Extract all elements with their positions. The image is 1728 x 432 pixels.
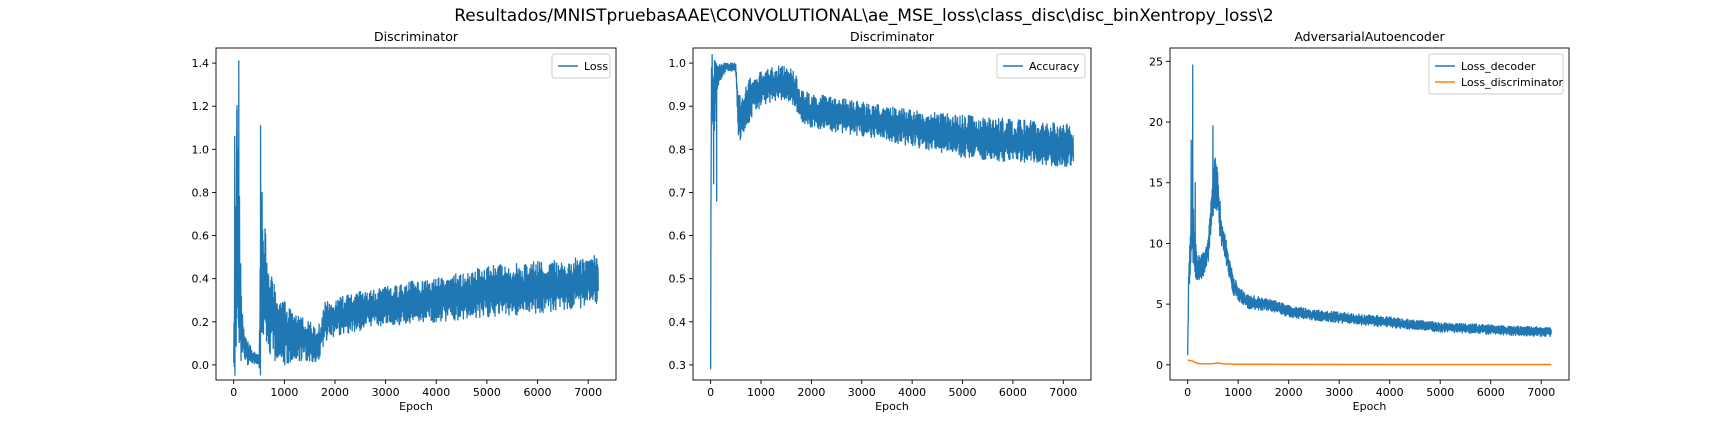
x-tick-label: 6000 — [999, 386, 1027, 399]
legend-label: Accuracy — [1029, 60, 1080, 73]
y-tick-label: 25 — [1149, 55, 1163, 68]
plot-area — [1187, 64, 1552, 366]
y-tick-label: 1.4 — [192, 57, 210, 70]
x-axis-label: Epoch — [399, 400, 433, 413]
x-axis-label: Epoch — [875, 400, 909, 413]
x-tick-label: 6000 — [1477, 386, 1505, 399]
series-line-accuracy — [709, 54, 1075, 370]
y-tick-label: 0.8 — [669, 143, 687, 156]
legend: Loss_decoder Loss_discriminator — [1428, 53, 1564, 95]
x-tick-label: 1000 — [747, 386, 775, 399]
x-tick-label: 4000 — [422, 386, 450, 399]
legend-label: Loss_discriminator — [1461, 76, 1564, 89]
x-axis-label: Epoch — [1353, 400, 1387, 413]
y-tick-label: 5 — [1156, 298, 1163, 311]
x-tick-label: 7000 — [1049, 386, 1077, 399]
legend: Loss — [551, 53, 611, 79]
x-tick-label: 2000 — [1275, 386, 1303, 399]
x-tick-label: 2000 — [321, 386, 349, 399]
y-tick-label: 0.5 — [669, 273, 687, 286]
y-tick-label: 10 — [1149, 237, 1163, 250]
x-tick-label: 5000 — [1426, 386, 1454, 399]
x-tick-label: 0 — [230, 386, 237, 399]
y-tick-label: 1.2 — [192, 100, 210, 113]
legend: Accuracy — [996, 53, 1086, 79]
chart-title: Discriminator — [374, 29, 459, 44]
y-tick-label: 0.6 — [669, 230, 687, 243]
x-tick-label: 5000 — [473, 386, 501, 399]
x-tick-label: 2000 — [797, 386, 825, 399]
y-tick-label: 0.6 — [192, 230, 210, 243]
legend-box — [551, 53, 611, 79]
y-tick-label: 0.0 — [192, 359, 210, 372]
y-tick-label: 0 — [1156, 359, 1163, 372]
plot-area — [233, 60, 599, 376]
axes-frame — [215, 47, 617, 381]
y-tick-label: 15 — [1149, 177, 1163, 190]
legend-box — [996, 53, 1086, 79]
y-tick-label: 1.0 — [669, 57, 687, 70]
series-line-loss-discriminator — [1187, 359, 1552, 366]
y-tick-label: 1.0 — [192, 143, 210, 156]
chart-title: Discriminator — [850, 29, 935, 44]
x-tick-label: 3000 — [372, 386, 400, 399]
x-tick-label: 1000 — [1224, 386, 1252, 399]
x-tick-label: 0 — [707, 386, 714, 399]
x-tick-label: 7000 — [1527, 386, 1555, 399]
chart-title: AdversarialAutoencoder — [1294, 29, 1445, 44]
legend-box — [1428, 53, 1564, 95]
x-tick-label: 6000 — [524, 386, 552, 399]
x-tick-label: 7000 — [574, 386, 602, 399]
axes-frame — [692, 47, 1092, 381]
x-tick-label: 0 — [1184, 386, 1191, 399]
x-tick-label: 4000 — [898, 386, 926, 399]
chart-panel-1: 0 1000 2000 3000 4000 5000 6000 7000 0.0 0.2 0.4 0.… — [192, 29, 617, 413]
x-tick-label: 3000 — [1325, 386, 1353, 399]
x-tick-label: 4000 — [1376, 386, 1404, 399]
axes-frame — [1169, 47, 1570, 381]
y-tick-label: 0.7 — [669, 186, 687, 199]
y-tick-label: 20 — [1149, 116, 1163, 129]
series-line-loss — [233, 60, 599, 376]
legend-label: Loss — [584, 60, 608, 73]
y-tick-label: 0.4 — [192, 273, 210, 286]
y-tick-label: 0.4 — [669, 316, 687, 329]
y-tick-label: 0.9 — [669, 100, 687, 113]
y-tick-label: 0.3 — [669, 359, 687, 372]
y-tick-label: 0.8 — [192, 186, 210, 199]
chart-panel-2: 0 1000 2000 3000 4000 5000 6000 7000 0.3 0.4 0.5 0.… — [669, 29, 1092, 413]
legend-label: Loss_decoder — [1461, 60, 1536, 73]
figure-suptitle: Resultados/MNISTpruebasAAE\CONVOLUTIONAL… — [454, 6, 1274, 26]
chart-panel-3: 0 1000 2000 3000 4000 5000 6000 7000 0 5 10 15 20 25 A… — [1149, 29, 1570, 413]
plot-area — [709, 54, 1075, 370]
x-tick-label: 5000 — [949, 386, 977, 399]
x-tick-label: 3000 — [848, 386, 876, 399]
series-line-loss-decoder — [1187, 64, 1552, 356]
y-tick-label: 0.2 — [192, 316, 210, 329]
x-tick-label: 1000 — [270, 386, 298, 399]
